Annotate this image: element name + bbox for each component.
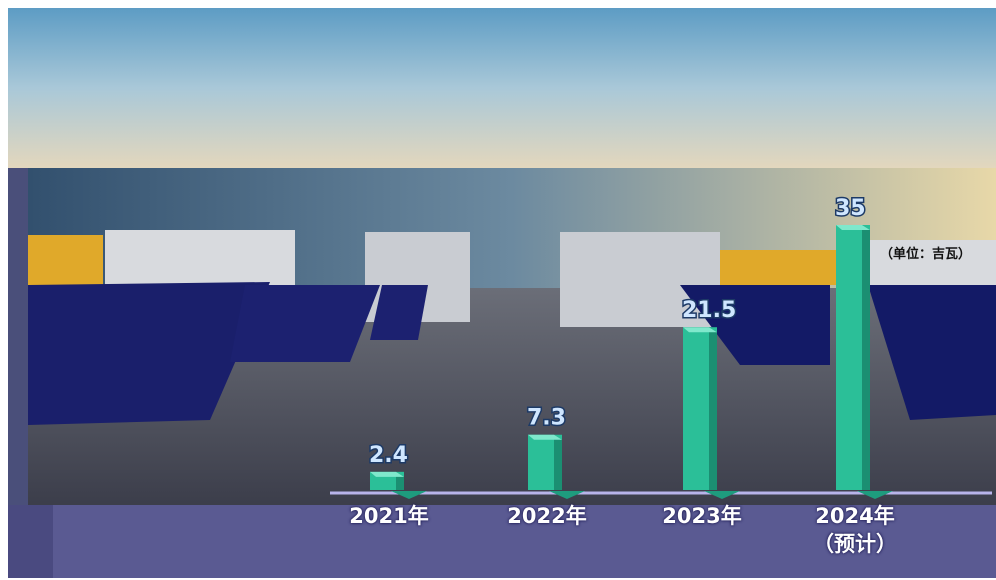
- bar-side: [709, 327, 717, 490]
- value-label: 35: [835, 196, 866, 221]
- arrow: [549, 491, 585, 499]
- bar-top: [683, 327, 717, 333]
- arrow: [704, 491, 740, 499]
- bar-side: [862, 225, 870, 490]
- background: [8, 8, 996, 578]
- x-tick-label: 2023年: [662, 504, 742, 528]
- bar-top: [528, 434, 562, 440]
- x-tick-label: 2022年: [507, 504, 587, 528]
- arrow: [391, 491, 427, 499]
- bar-top: [370, 471, 404, 477]
- x-tick-label: 2021年: [349, 504, 429, 528]
- value-label: 2.4: [369, 443, 408, 468]
- x-tick-label: 2024年 （预计）: [813, 504, 897, 556]
- bar-top: [836, 225, 870, 230]
- unit-annotation: （单位：吉瓦）: [880, 247, 972, 262]
- value-label: 7.3: [527, 406, 566, 431]
- bar-side: [554, 434, 562, 490]
- value-label: 21.5: [682, 298, 736, 323]
- arrow: [857, 491, 893, 499]
